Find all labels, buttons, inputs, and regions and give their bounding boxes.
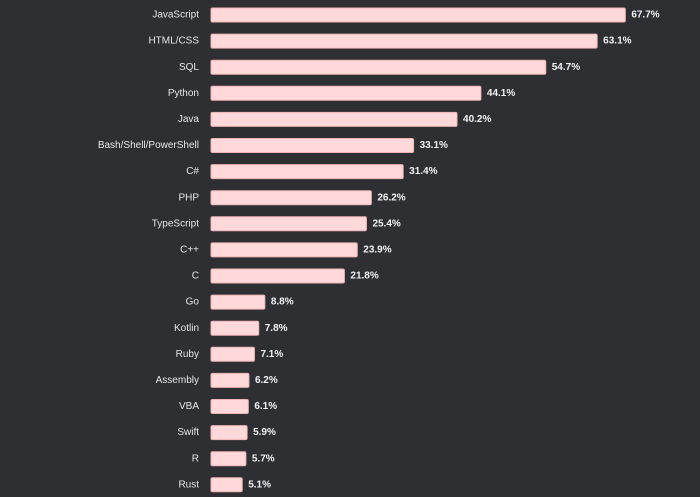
bar [210, 216, 367, 232]
value-label: 25.4% [372, 218, 400, 229]
value-label: 5.9% [253, 427, 276, 438]
category-label: SQL [179, 62, 199, 73]
category-label: Go [186, 297, 200, 308]
category-label: VBA [179, 401, 199, 412]
bar [210, 372, 250, 388]
value-label: 21.8% [350, 271, 378, 282]
value-label: 7.1% [260, 349, 283, 360]
bar [210, 294, 266, 310]
value-label: 23.9% [363, 245, 391, 256]
bar [210, 268, 345, 284]
category-label: R [192, 453, 199, 464]
bar [210, 451, 247, 467]
category-label: Java [178, 114, 200, 125]
bar [210, 320, 260, 336]
category-label: Python [168, 88, 199, 99]
value-label: 26.2% [377, 192, 405, 203]
category-label: Kotlin [174, 323, 199, 334]
category-label: Assembly [156, 375, 199, 386]
bar [210, 85, 482, 101]
value-label: 6.1% [254, 401, 277, 412]
bar [210, 164, 404, 180]
bar [210, 346, 255, 362]
value-label: 40.2% [463, 114, 491, 125]
value-label: 31.4% [409, 166, 437, 177]
bar [210, 477, 243, 493]
category-label: Rust [178, 479, 199, 490]
value-label: 6.2% [255, 375, 278, 386]
category-label: C++ [180, 245, 199, 256]
bar [210, 7, 626, 23]
category-label: Swift [177, 427, 199, 438]
bar [210, 399, 249, 414]
value-label: 5.7% [252, 453, 275, 464]
bar [210, 425, 248, 441]
category-label: JavaScript [152, 10, 199, 21]
bar [210, 33, 598, 49]
category-label: C [192, 271, 199, 282]
value-label: 7.8% [265, 323, 288, 334]
bar [210, 190, 372, 206]
value-label: 5.1% [248, 479, 271, 490]
category-label: PHP [178, 192, 199, 203]
category-label: HTML/CSS [148, 36, 199, 47]
value-label: 63.1% [603, 36, 631, 47]
bar [210, 111, 458, 127]
bar [210, 242, 358, 258]
value-label: 44.1% [487, 88, 515, 99]
category-label: C# [186, 166, 199, 177]
category-label: TypeScript [152, 218, 199, 229]
bar [210, 59, 547, 75]
value-label: 54.7% [552, 62, 580, 73]
bars-layer: JavaScript 67.7% HTML/CSS 63.1% SQL 54.7% Pyth… [98, 7, 660, 493]
bar [210, 138, 415, 153]
value-label: 33.1% [420, 140, 448, 151]
value-label: 67.7% [631, 10, 659, 21]
value-label: 8.8% [271, 297, 294, 308]
category-label: Ruby [176, 349, 199, 360]
category-label: Bash/Shell/PowerShell [98, 140, 199, 151]
